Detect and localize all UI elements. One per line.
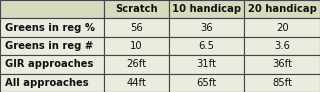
Bar (169, 37, 244, 55)
Text: 85ft: 85ft (272, 78, 292, 88)
Text: 6.5: 6.5 (199, 41, 215, 51)
Bar (169, 74, 244, 92)
Text: 56: 56 (130, 23, 143, 33)
Bar (244, 18, 320, 37)
Text: 10: 10 (130, 41, 143, 51)
Text: 3.6: 3.6 (274, 41, 290, 51)
Bar (169, 0, 244, 18)
Text: All approaches: All approaches (5, 78, 89, 88)
Bar (0, 55, 104, 74)
Bar (0, 37, 104, 55)
Text: 36: 36 (200, 23, 213, 33)
Bar (244, 55, 320, 74)
Bar (104, 37, 169, 55)
Text: 20: 20 (276, 23, 289, 33)
Bar (244, 0, 320, 18)
Bar (0, 74, 104, 92)
Bar (104, 74, 169, 92)
Text: 26ft: 26ft (126, 59, 146, 69)
Bar (244, 74, 320, 92)
Text: 65ft: 65ft (196, 78, 217, 88)
Text: 20 handicap: 20 handicap (248, 4, 316, 14)
Bar (104, 55, 169, 74)
Bar (104, 0, 169, 18)
Bar (0, 0, 104, 18)
Bar (169, 18, 244, 37)
Bar (169, 55, 244, 74)
Text: 31ft: 31ft (196, 59, 217, 69)
Text: Greens in reg #: Greens in reg # (5, 41, 93, 51)
Text: GIR approaches: GIR approaches (5, 59, 93, 69)
Text: 36ft: 36ft (272, 59, 292, 69)
Bar (244, 37, 320, 55)
Text: Scratch: Scratch (115, 4, 157, 14)
Bar (104, 18, 169, 37)
Text: 44ft: 44ft (126, 78, 146, 88)
Text: Greens in reg %: Greens in reg % (5, 23, 95, 33)
Text: 10 handicap: 10 handicap (172, 4, 241, 14)
Bar (0, 18, 104, 37)
